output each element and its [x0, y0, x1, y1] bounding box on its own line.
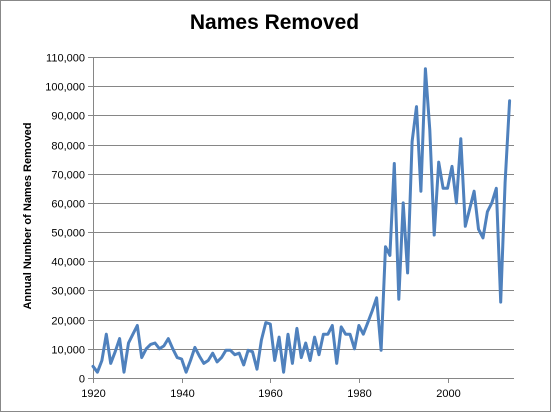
- y-tick-label: 90,000: [51, 111, 85, 123]
- y-tick-label: 60,000: [51, 199, 85, 211]
- y-tick-label: 20,000: [51, 316, 85, 328]
- axes: [88, 57, 514, 383]
- series-line: [91, 67, 512, 374]
- x-tick-label: 2000: [436, 388, 460, 400]
- gridlines: [93, 57, 514, 350]
- x-tick-label: 1980: [347, 388, 371, 400]
- y-axis-title: Annual Number of Names Removed: [22, 122, 34, 309]
- y-tick-label: 110,000: [46, 53, 85, 65]
- x-tick-label: 1960: [258, 388, 282, 400]
- series-layer: [91, 67, 512, 374]
- chart-title: Names Removed: [189, 11, 360, 34]
- x-tick-label: 1940: [170, 388, 194, 400]
- y-tick-label: 50,000: [51, 228, 85, 240]
- y-tick-label: 80,000: [51, 141, 85, 153]
- y-tick-label: 0: [79, 374, 85, 386]
- y-tick-label: 70,000: [51, 170, 85, 182]
- y-tick-label: 40,000: [51, 257, 85, 269]
- tick-labels: 0 10,000 20,000 30,000 40,000 50,000 60,000 70,…: [45, 53, 461, 401]
- y-tick-label: 10,000: [51, 345, 85, 357]
- x-tick-label: 1920: [81, 388, 105, 400]
- y-tick-label: 30,000: [51, 286, 85, 298]
- y-tick-label: 100,000: [45, 82, 85, 94]
